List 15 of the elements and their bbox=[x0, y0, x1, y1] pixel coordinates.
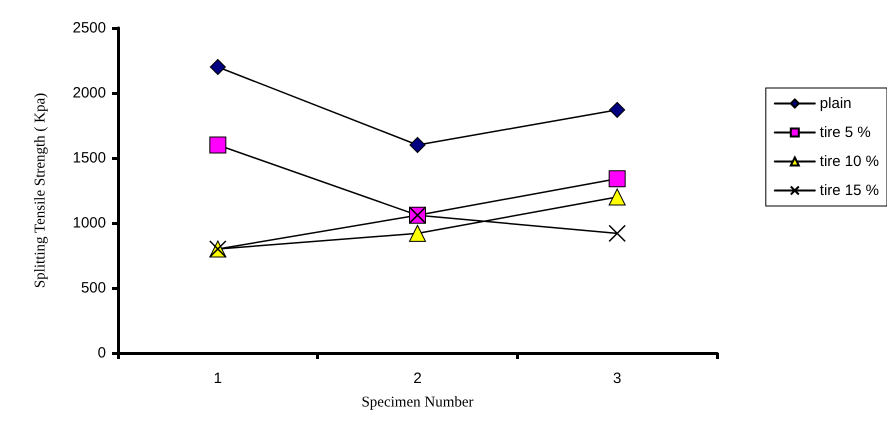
y-tick-label: 0 bbox=[98, 344, 106, 362]
legend-label: tire 5 % bbox=[820, 124, 871, 141]
legend-label: plain bbox=[820, 95, 852, 112]
y-tick-label: 2000 bbox=[72, 84, 106, 102]
y-tick-label: 1500 bbox=[72, 150, 106, 166]
y-axis-title: Splitting Tensile Strength ( Kpa) bbox=[32, 92, 48, 288]
x-tick-label: 2 bbox=[413, 370, 422, 387]
y-tick-label: 500 bbox=[80, 280, 106, 296]
x-tick-label: 3 bbox=[612, 370, 622, 387]
x-axis-title: Specimen Number bbox=[361, 394, 474, 410]
y-tick-label: 2500 bbox=[72, 20, 106, 36]
x-tick-label: 1 bbox=[214, 370, 222, 387]
y-tick-label: 1000 bbox=[72, 214, 106, 232]
legend-label: tire 15 % bbox=[820, 182, 880, 199]
legend-label: tire 10 % bbox=[820, 153, 880, 170]
